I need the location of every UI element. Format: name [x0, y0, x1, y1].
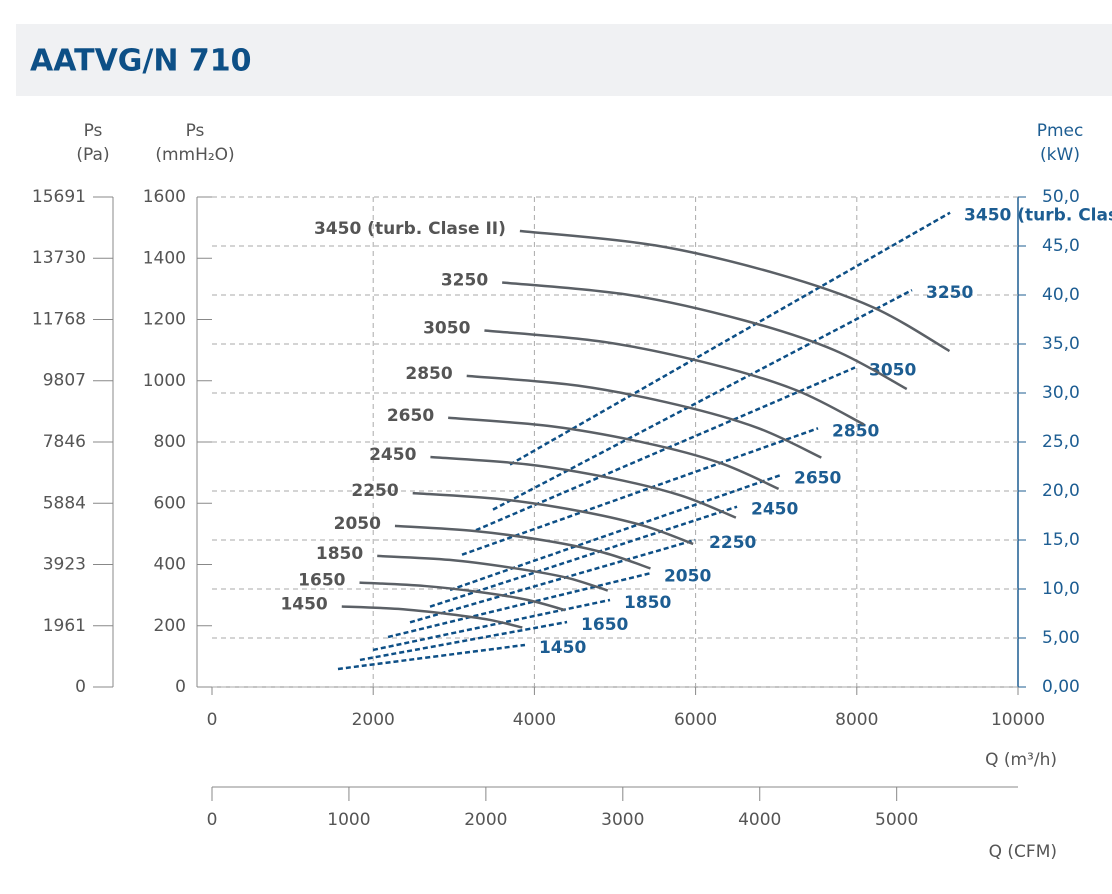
power-label: 2050 — [664, 566, 711, 586]
pressure-curve — [448, 416, 780, 490]
pa-tick-label: 5884 — [43, 493, 86, 513]
pressure-curve — [394, 524, 651, 570]
axis-title: Q (CFM) — [989, 842, 1057, 862]
power-label: 1650 — [581, 615, 628, 635]
power-label: 3250 — [926, 283, 973, 303]
y-tick-label: 1200 — [143, 310, 186, 330]
pressure-label: 3250 — [441, 270, 488, 290]
pressure-label: 2850 — [405, 364, 452, 384]
power-label: 1450 — [539, 638, 586, 658]
pa-tick-label: 11768 — [32, 310, 86, 330]
power-label: 2450 — [751, 500, 798, 520]
x-tick-label: 10000 — [991, 710, 1045, 730]
y2-tick-label: 25,0 — [1042, 432, 1080, 452]
pressure-label: 3450 (turb. Clase II) — [314, 219, 506, 239]
power-curve — [461, 427, 819, 556]
y2-tick-label: 45,0 — [1042, 236, 1080, 256]
y2-tick-label: 5,00 — [1042, 628, 1080, 648]
pressure-label: 3050 — [423, 319, 470, 339]
y-tick-label: 1400 — [143, 248, 186, 268]
y2-tick-label: 15,0 — [1042, 530, 1080, 550]
x-tick-label: 0 — [207, 710, 218, 730]
x-tick-label: 4000 — [513, 710, 556, 730]
pressure-curve — [430, 455, 737, 519]
pa-tick-label: 0 — [75, 677, 86, 697]
axis-title: Ps — [84, 121, 103, 141]
cfm-tick-label: 2000 — [464, 810, 507, 830]
y-tick-label: 600 — [154, 493, 186, 513]
cfm-tick-label: 0 — [207, 810, 218, 830]
power-curve — [429, 505, 738, 608]
pressure-label: 2050 — [334, 514, 381, 534]
y-tick-label: 800 — [154, 432, 186, 452]
y-tick-label: 400 — [154, 555, 186, 575]
y-tick-label: 0 — [175, 677, 186, 697]
y-tick-label: 1600 — [143, 187, 186, 207]
pressure-curve — [466, 374, 822, 459]
pa-tick-label: 13730 — [32, 248, 86, 268]
cfm-tick-label: 3000 — [601, 810, 644, 830]
pa-tick-label: 9807 — [43, 371, 86, 391]
cfm-tick-label: 1000 — [327, 810, 370, 830]
power-curve — [409, 538, 696, 624]
pa-tick-label: 7846 — [43, 432, 86, 452]
pressure-label: 2450 — [369, 445, 416, 465]
power-label: 1850 — [624, 593, 671, 613]
axis-title: Ps — [186, 121, 205, 141]
pressure-label: 1650 — [298, 571, 345, 591]
x-tick-label: 2000 — [352, 710, 395, 730]
power-curve — [492, 288, 913, 511]
axis-title: (kW) — [1040, 145, 1080, 165]
y2-tick-label: 20,0 — [1042, 481, 1080, 501]
pa-tick-label: 3923 — [43, 554, 86, 574]
pressure-curve — [341, 605, 523, 629]
y2-tick-label: 30,0 — [1042, 383, 1080, 403]
y2-tick-label: 10,0 — [1042, 579, 1080, 599]
x-tick-label: 8000 — [835, 710, 878, 730]
power-curve — [509, 211, 951, 466]
power-curve — [372, 598, 611, 652]
pressure-curve — [502, 281, 908, 391]
axis-title: Q (m³/h) — [985, 750, 1057, 770]
header-band — [16, 24, 1112, 96]
y2-tick-label: 0,00 — [1042, 677, 1080, 697]
y2-tick-label: 50,0 — [1042, 187, 1080, 207]
axis-title: (Pa) — [76, 145, 109, 165]
power-label: 2650 — [794, 468, 841, 488]
pressure-label: 1850 — [316, 544, 363, 564]
pressure-label: 2650 — [387, 406, 434, 426]
pressure-label: 2250 — [351, 481, 398, 501]
pressure-label: 1450 — [280, 594, 327, 614]
y2-tick-label: 35,0 — [1042, 334, 1080, 354]
y2-tick-label: 40,0 — [1042, 285, 1080, 305]
chart-title: AATVG/N 710 — [30, 44, 252, 79]
pa-tick-label: 15691 — [32, 187, 86, 207]
pressure-curve — [484, 329, 865, 426]
pressure-curve — [359, 581, 566, 612]
y-tick-label: 1000 — [143, 371, 186, 391]
pressure-curve — [519, 229, 951, 353]
cfm-tick-label: 5000 — [875, 810, 918, 830]
axis-title: Pmec — [1037, 121, 1084, 141]
pressure-curve — [377, 554, 609, 592]
y-tick-label: 200 — [154, 616, 186, 636]
cfm-tick-label: 4000 — [738, 810, 781, 830]
pa-tick-label: 1961 — [43, 616, 86, 636]
pressure-curve — [412, 491, 694, 546]
power-curve — [337, 643, 526, 671]
power-curve — [359, 620, 568, 662]
axis-title: (mmH₂O) — [155, 145, 234, 165]
power-label: 2250 — [709, 533, 756, 553]
x-tick-label: 6000 — [674, 710, 717, 730]
power-label: 3450 (turb. Clase II) — [964, 206, 1112, 226]
power-label: 2850 — [832, 421, 879, 441]
